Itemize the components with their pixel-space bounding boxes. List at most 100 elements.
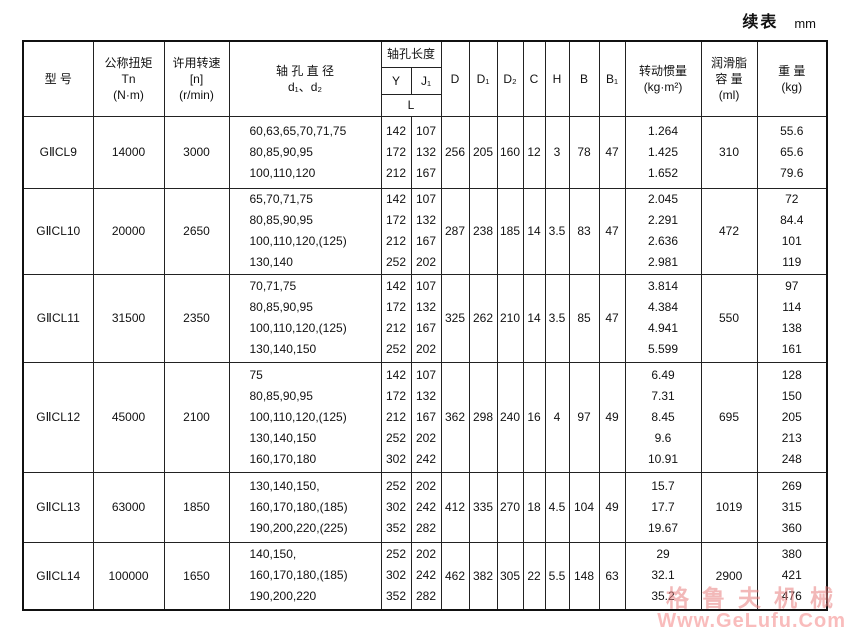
col-header-h: H xyxy=(544,40,570,117)
cell-inertia: 6.49 7.31 8.45 9.6 10.91 xyxy=(624,361,702,473)
cell-torque: 20000 xyxy=(92,187,165,275)
cell-b1: 47 xyxy=(598,115,626,189)
cell-b: 85 xyxy=(568,273,600,363)
cell-inertia: 1.264 1.425 1.652 xyxy=(624,115,702,189)
table-header: 型 号 公称扭矩 Tn (N·m) 许用转速 [n] (r/min) 轴 孔 直… xyxy=(22,40,828,117)
cell-weight: 55.6 65.6 79.6 xyxy=(756,115,828,189)
cell-h: 4.5 xyxy=(544,471,570,543)
cell-bore-diameters: 60,63,65,70,71,75 80,85,90,95 100,110,120 xyxy=(228,115,382,189)
cell-speed: 3000 xyxy=(163,115,230,189)
col-header-d: D xyxy=(440,40,470,117)
table-row: GⅡCL13 63000 1850 130,140,150, 160,170,180,(… xyxy=(22,471,828,543)
col-header-length-l: L xyxy=(380,93,442,117)
cell-speed: 2100 xyxy=(163,361,230,473)
table-row: GⅡCL14 100000 1650 140,150, 160,170,180,(185… xyxy=(22,541,828,611)
cell-b1: 47 xyxy=(598,273,626,363)
cell-bore-diameters: 70,71,75 80,85,90,95 100,110,120,(125) 130,… xyxy=(228,273,382,363)
cell-c: 12 xyxy=(522,115,546,189)
cell-length-j1: 107 132 167 202 xyxy=(410,187,442,275)
cell-model: GⅡCL10 xyxy=(22,187,94,275)
cell-length-j1: 107 132 167 xyxy=(410,115,442,189)
cell-h: 3.5 xyxy=(544,273,570,363)
cell-speed: 2350 xyxy=(163,273,230,363)
table-row: GⅡCL10 20000 2650 65,70,71,75 80,85,90,95 100… xyxy=(22,187,828,275)
cell-torque: 63000 xyxy=(92,471,165,543)
cell-h: 5.5 xyxy=(544,541,570,611)
col-header-weight: 重 量 (kg) xyxy=(756,40,828,117)
cell-b1: 49 xyxy=(598,361,626,473)
cell-h: 3 xyxy=(544,115,570,189)
cell-c: 14 xyxy=(522,187,546,275)
cell-d2: 240 xyxy=(496,361,524,473)
col-header-bore-diameter: 轴 孔 直 径 d₁、d₂ xyxy=(228,40,382,117)
cell-length-y: 252 302 352 xyxy=(380,541,412,611)
cell-c: 14 xyxy=(522,273,546,363)
cell-b: 78 xyxy=(568,115,600,189)
cell-inertia: 29 32.1 35.2 xyxy=(624,541,702,611)
cell-d2: 210 xyxy=(496,273,524,363)
cell-b1: 47 xyxy=(598,187,626,275)
cell-model: GⅡCL14 xyxy=(22,541,94,611)
col-header-d2: D₂ xyxy=(496,40,524,117)
cell-d: 362 xyxy=(440,361,470,473)
cell-length-y: 252 302 352 xyxy=(380,471,412,543)
cell-grease: 550 xyxy=(700,273,758,363)
cell-length-y: 142 172 212 252 xyxy=(380,187,412,275)
cell-bore-diameters: 140,150, 160,170,180,(185) 190,200,220 xyxy=(228,541,382,611)
cell-length-j1: 107 132 167 202 242 xyxy=(410,361,442,473)
col-header-b1: B₁ xyxy=(598,40,626,117)
cell-d2: 305 xyxy=(496,541,524,611)
table-row: GⅡCL11 31500 2350 70,71,75 80,85,90,95 100,11… xyxy=(22,273,828,363)
cell-speed: 1850 xyxy=(163,471,230,543)
page-header: 续表 mm xyxy=(742,8,816,32)
cell-c: 16 xyxy=(522,361,546,473)
cell-weight: 97 114 138 161 xyxy=(756,273,828,363)
cell-bore-diameters: 75 80,85,90,95 100,110,120,(125) 130,140,15… xyxy=(228,361,382,473)
cell-d1: 382 xyxy=(468,541,498,611)
col-header-inertia: 转动惯量 (kg·m²) xyxy=(624,40,702,117)
cell-torque: 14000 xyxy=(92,115,165,189)
cell-grease: 2900 xyxy=(700,541,758,611)
cell-d1: 298 xyxy=(468,361,498,473)
cell-h: 3.5 xyxy=(544,187,570,275)
col-header-length-j1: J₁ xyxy=(410,66,442,95)
cell-grease: 1019 xyxy=(700,471,758,543)
cell-d: 256 xyxy=(440,115,470,189)
col-header-length-y: Y xyxy=(380,66,412,95)
cell-length-j1: 107 132 167 202 xyxy=(410,273,442,363)
cell-weight: 380 421 476 xyxy=(756,541,828,611)
cell-b: 83 xyxy=(568,187,600,275)
cell-weight: 269 315 360 xyxy=(756,471,828,543)
col-header-d1: D₁ xyxy=(468,40,498,117)
col-header-grease: 润滑脂 容 量 (ml) xyxy=(700,40,758,117)
table-row: GⅡCL12 45000 2100 75 80,85,90,95 100,110,120,… xyxy=(22,361,828,473)
cell-torque: 100000 xyxy=(92,541,165,611)
cell-inertia: 2.045 2.291 2.636 2.981 xyxy=(624,187,702,275)
cell-c: 18 xyxy=(522,471,546,543)
cell-d: 462 xyxy=(440,541,470,611)
cell-weight: 72 84.4 101 119 xyxy=(756,187,828,275)
cell-model: GⅡCL12 xyxy=(22,361,94,473)
table-row: GⅡCL9 14000 3000 60,63,65,70,71,75 80,85,90,… xyxy=(22,115,828,189)
cell-d1: 262 xyxy=(468,273,498,363)
col-header-bore-length: 轴孔长度 xyxy=(380,40,442,68)
cell-length-y: 142 172 212 xyxy=(380,115,412,189)
cell-torque: 45000 xyxy=(92,361,165,473)
col-header-torque: 公称扭矩 Tn (N·m) xyxy=(92,40,165,117)
cell-length-j1: 202 242 282 xyxy=(410,541,442,611)
cell-d: 287 xyxy=(440,187,470,275)
col-header-b: B xyxy=(568,40,600,117)
cell-weight: 128 150 205 213 248 xyxy=(756,361,828,473)
col-header-c: C xyxy=(522,40,546,117)
cell-grease: 472 xyxy=(700,187,758,275)
unit-label: mm xyxy=(794,16,816,31)
cell-grease: 695 xyxy=(700,361,758,473)
cell-bore-diameters: 130,140,150, 160,170,180,(185) 190,200,220… xyxy=(228,471,382,543)
watermark-url: Www.GeLufu.Com xyxy=(657,610,846,632)
cell-model: GⅡCL11 xyxy=(22,273,94,363)
cell-length-j1: 202 242 282 xyxy=(410,471,442,543)
cell-b: 148 xyxy=(568,541,600,611)
col-header-model: 型 号 xyxy=(22,40,94,117)
cell-speed: 2650 xyxy=(163,187,230,275)
cell-d2: 160 xyxy=(496,115,524,189)
